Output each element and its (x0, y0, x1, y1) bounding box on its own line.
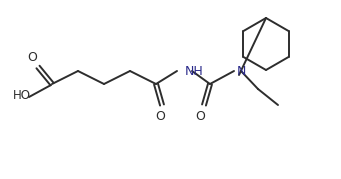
Text: O: O (155, 110, 165, 122)
Text: O: O (195, 110, 205, 122)
Text: NH: NH (185, 64, 204, 78)
Text: HO: HO (13, 88, 31, 101)
Text: N: N (237, 64, 247, 78)
Text: O: O (27, 50, 37, 64)
